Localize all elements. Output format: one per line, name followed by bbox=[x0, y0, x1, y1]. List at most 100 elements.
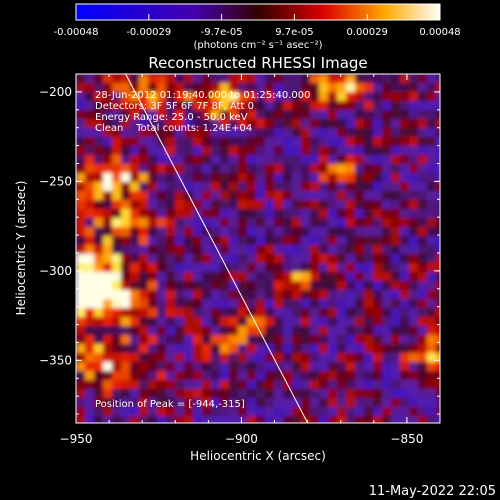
heatmap-cell bbox=[238, 155, 248, 165]
heatmap-cell bbox=[94, 146, 104, 156]
heatmap-cell bbox=[211, 119, 221, 129]
heatmap-cell bbox=[427, 236, 437, 246]
heatmap-cell bbox=[85, 83, 95, 93]
heatmap-cell bbox=[283, 317, 293, 327]
heatmap-cell bbox=[319, 335, 329, 345]
heatmap-cell bbox=[418, 74, 428, 84]
heatmap-cell bbox=[256, 182, 266, 192]
heatmap-cell bbox=[238, 281, 248, 291]
heatmap-cell bbox=[121, 110, 131, 120]
heatmap-cell bbox=[112, 110, 122, 120]
heatmap-cell bbox=[310, 110, 320, 120]
heatmap-cell bbox=[328, 101, 338, 111]
heatmap-cell bbox=[355, 146, 365, 156]
heatmap-cell bbox=[274, 236, 284, 246]
heatmap-cell bbox=[265, 245, 275, 255]
heatmap-cell bbox=[310, 317, 320, 327]
heatmap-cell bbox=[418, 398, 428, 408]
heatmap-cell bbox=[418, 182, 428, 192]
heatmap-cell bbox=[139, 326, 149, 336]
heatmap-cell bbox=[193, 218, 203, 228]
heatmap-cell bbox=[391, 236, 401, 246]
heatmap-cell bbox=[400, 254, 410, 264]
heatmap-cell bbox=[310, 200, 320, 210]
heatmap-cell bbox=[220, 200, 230, 210]
heatmap-cell bbox=[310, 164, 320, 174]
heatmap-cell bbox=[382, 353, 392, 363]
heatmap-cell bbox=[319, 128, 329, 138]
heatmap-cell bbox=[256, 344, 266, 354]
heatmap-cell bbox=[175, 254, 185, 264]
heatmap-cell bbox=[229, 146, 239, 156]
heatmap-cell bbox=[193, 200, 203, 210]
heatmap-cell bbox=[139, 200, 149, 210]
heatmap-cell bbox=[157, 353, 167, 363]
heatmap-cell bbox=[175, 263, 185, 273]
heatmap-cell bbox=[148, 290, 158, 300]
heatmap-cell bbox=[220, 155, 230, 165]
heatmap-cell bbox=[85, 101, 95, 111]
heatmap-cell bbox=[382, 290, 392, 300]
heatmap-cell bbox=[319, 263, 329, 273]
heatmap-cell bbox=[121, 254, 131, 264]
heatmap-cell bbox=[364, 191, 374, 201]
heatmap-cell bbox=[400, 290, 410, 300]
heatmap-cell bbox=[166, 389, 176, 399]
heatmap-cell bbox=[256, 92, 266, 102]
heatmap-cell bbox=[139, 299, 149, 309]
heatmap-cell bbox=[400, 389, 410, 399]
heatmap-cell bbox=[157, 263, 167, 273]
heatmap-cell bbox=[283, 137, 293, 147]
heatmap-cell bbox=[382, 398, 392, 408]
heatmap-cell bbox=[247, 254, 257, 264]
heatmap-cell bbox=[175, 371, 185, 381]
heatmap-cell bbox=[157, 209, 167, 219]
heatmap-cell bbox=[274, 227, 284, 237]
heatmap-cell bbox=[202, 119, 212, 129]
heatmap-cell bbox=[292, 200, 302, 210]
heatmap-cell bbox=[391, 263, 401, 273]
heatmap-cell bbox=[148, 407, 158, 417]
heatmap-cell bbox=[193, 164, 203, 174]
heatmap-cell bbox=[85, 227, 95, 237]
heatmap-cell bbox=[355, 128, 365, 138]
heatmap-cell bbox=[247, 299, 257, 309]
heatmap-cell bbox=[247, 119, 257, 129]
heatmap-cell bbox=[76, 83, 86, 93]
heatmap-cell bbox=[328, 236, 338, 246]
heatmap-cell bbox=[184, 101, 194, 111]
heatmap-cell bbox=[400, 317, 410, 327]
heatmap-cell bbox=[130, 344, 140, 354]
heatmap-cell bbox=[76, 254, 86, 264]
heatmap-cell bbox=[382, 83, 392, 93]
heatmap-cell bbox=[202, 263, 212, 273]
heatmap-cell bbox=[265, 128, 275, 138]
heatmap-cell bbox=[427, 209, 437, 219]
heatmap-cell bbox=[139, 155, 149, 165]
heatmap-cell bbox=[94, 74, 104, 84]
heatmap-cell bbox=[247, 317, 257, 327]
heatmap-cell bbox=[256, 398, 266, 408]
heatmap-cell bbox=[382, 119, 392, 129]
heatmap-cell bbox=[265, 407, 275, 417]
heatmap-cell bbox=[337, 218, 347, 228]
heatmap-cell bbox=[166, 218, 176, 228]
heatmap-cell bbox=[328, 137, 338, 147]
heatmap-cell bbox=[427, 245, 437, 255]
heatmap-cell bbox=[337, 281, 347, 291]
heatmap-cell bbox=[391, 182, 401, 192]
heatmap-cell bbox=[121, 92, 131, 102]
heatmap-cell bbox=[103, 317, 113, 327]
heatmap-cell bbox=[148, 92, 158, 102]
colorbar-tick-label: -0.00048 bbox=[54, 27, 99, 38]
heatmap-cell bbox=[364, 263, 374, 273]
heatmap-cell bbox=[418, 371, 428, 381]
heatmap-cell bbox=[139, 407, 149, 417]
heatmap-cell bbox=[301, 416, 311, 423]
heatmap-cell bbox=[427, 137, 437, 147]
heatmap-cell bbox=[130, 362, 140, 372]
heatmap-cell bbox=[400, 299, 410, 309]
heatmap-cell bbox=[292, 353, 302, 363]
heatmap-cell bbox=[211, 308, 221, 318]
heatmap-cell bbox=[283, 362, 293, 372]
